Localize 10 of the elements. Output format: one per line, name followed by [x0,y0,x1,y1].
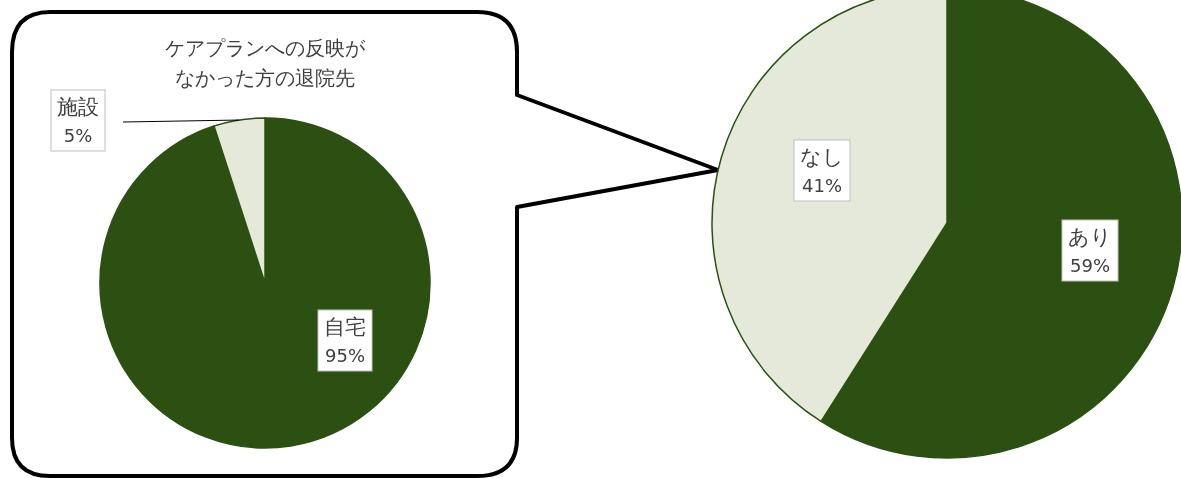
data-label: 41% [801,175,843,196]
chart-title: ケアプランへの反映がなかった方の退院先 [165,36,366,90]
slice-label: 自宅 [324,315,366,339]
slice-label: 施設 [57,95,99,119]
data-label: 5% [63,125,93,146]
slice-label: あり [1068,225,1112,249]
slice-label: なし [800,145,844,169]
data-label: 95% [324,345,366,366]
data-label: 59% [1069,255,1111,276]
pie-slice [99,117,431,449]
